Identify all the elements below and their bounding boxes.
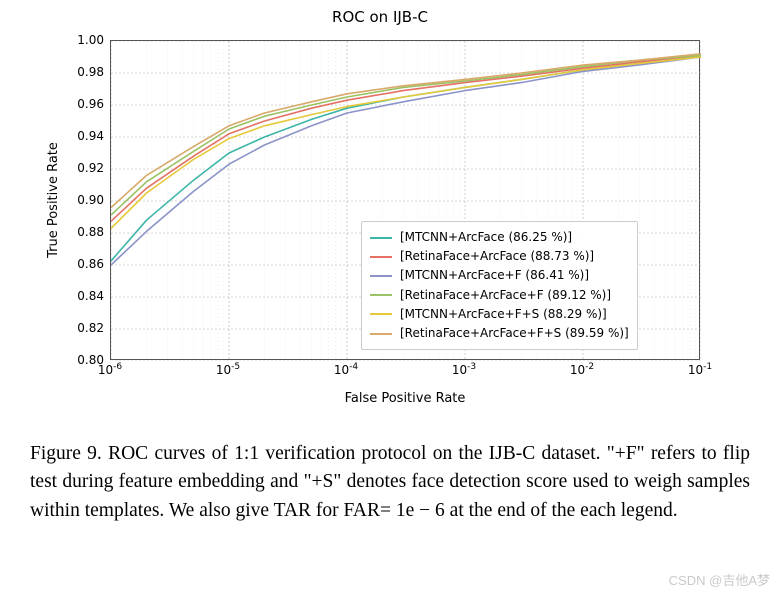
watermark: CSDN @吉他A梦 — [669, 570, 770, 589]
legend-label: [MTCNN+ArcFace (86.25 %)] — [400, 228, 572, 247]
xtick-label: 10-1 — [688, 362, 712, 377]
ytick-label: 0.96 — [40, 97, 104, 111]
xtick-label: 10-6 — [98, 362, 122, 377]
legend-row: [RetinaFace+ArcFace+F+S (89.59 %)] — [370, 324, 629, 343]
legend-label: [MTCNN+ArcFace+F (86.41 %)] — [400, 266, 589, 285]
ytick-label: 0.84 — [40, 289, 104, 303]
legend-label: [MTCNN+ArcFace+F+S (88.29 %)] — [400, 305, 607, 324]
legend-row: [MTCNN+ArcFace (86.25 %)] — [370, 228, 629, 247]
legend-swatch — [370, 333, 392, 335]
legend: [MTCNN+ArcFace (86.25 %)][RetinaFace+Arc… — [361, 221, 638, 350]
ytick-label: 0.92 — [40, 161, 104, 175]
legend-row: [MTCNN+ArcFace+F (86.41 %)] — [370, 266, 629, 285]
ytick-label: 1.00 — [40, 33, 104, 47]
legend-swatch — [370, 256, 392, 258]
legend-swatch — [370, 313, 392, 315]
xtick-label: 10-5 — [216, 362, 240, 377]
series-line-3 — [111, 55, 701, 215]
ytick-label: 0.94 — [40, 129, 104, 143]
chart-title: ROC on IJB-C — [40, 8, 720, 26]
ytick-label: 0.90 — [40, 193, 104, 207]
legend-swatch — [370, 275, 392, 277]
plot-area: [MTCNN+ArcFace (86.25 %)][RetinaFace+Arc… — [110, 40, 700, 360]
ytick-label: 0.80 — [40, 353, 104, 367]
legend-row: [MTCNN+ArcFace+F+S (88.29 %)] — [370, 305, 629, 324]
chart-figure: ROC on IJB-C True Positive Rate [MTCNN+A… — [40, 8, 720, 428]
legend-label: [RetinaFace+ArcFace+F+S (89.59 %)] — [400, 324, 629, 343]
legend-row: [RetinaFace+ArcFace (88.73 %)] — [370, 247, 629, 266]
series-line-5 — [111, 54, 701, 208]
xtick-label: 10-2 — [570, 362, 594, 377]
x-axis-label: False Positive Rate — [110, 391, 700, 406]
caption-text-2: at the end of the each legend. — [445, 500, 678, 521]
caption-eq: = 1e − 6 — [380, 500, 445, 521]
plot-box: True Positive Rate [MTCNN+ArcFace (86.25… — [40, 30, 720, 410]
xtick-label: 10-3 — [452, 362, 476, 377]
xtick-label: 10-4 — [334, 362, 358, 377]
series-line-1 — [111, 55, 701, 221]
ytick-label: 0.88 — [40, 225, 104, 239]
ytick-label: 0.82 — [40, 321, 104, 335]
legend-swatch — [370, 294, 392, 296]
legend-swatch — [370, 237, 392, 239]
caption-prefix: Figure 9. — [30, 443, 108, 464]
figure-caption: Figure 9. ROC curves of 1:1 verification… — [30, 440, 750, 525]
legend-label: [RetinaFace+ArcFace (88.73 %)] — [400, 247, 594, 266]
legend-row: [RetinaFace+ArcFace+F (89.12 %)] — [370, 286, 629, 305]
legend-label: [RetinaFace+ArcFace+F (89.12 %)] — [400, 286, 611, 305]
ytick-label: 0.98 — [40, 65, 104, 79]
ytick-label: 0.86 — [40, 257, 104, 271]
